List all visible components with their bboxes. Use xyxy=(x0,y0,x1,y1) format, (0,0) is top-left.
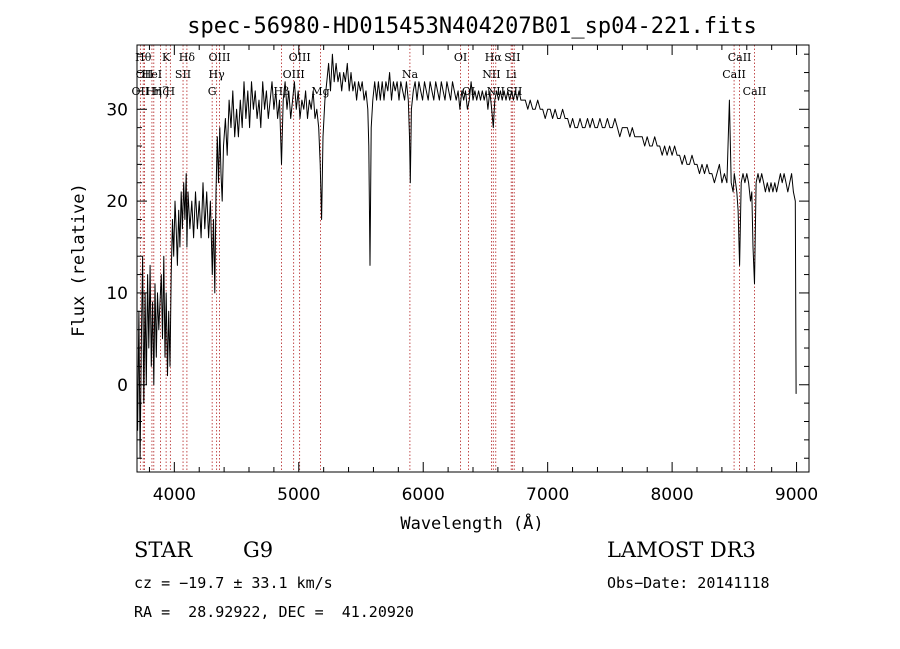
y-axis-ticks: 0 10 20 30 xyxy=(106,53,809,459)
x-axis-ticks: 4000 5000 6000 7000 8000 9000 xyxy=(148,45,818,505)
spectral-line-label-23: Li xyxy=(506,68,517,81)
y-axis-label: Flux (relative) xyxy=(69,183,89,337)
y-tick-label: 10 xyxy=(106,284,128,304)
spectral-line-label-9: Hδ xyxy=(179,51,196,64)
spectral-line-label-6: K xyxy=(162,51,171,64)
spectrum-series xyxy=(137,53,797,459)
spectral-line-label-14: OIII xyxy=(283,68,305,81)
spectral-line-label-11: Hγ xyxy=(209,68,226,81)
spectral-line-label-16: Mg xyxy=(311,85,329,98)
spectral-line-label-0: OII xyxy=(132,85,150,98)
series-line-spectrum xyxy=(137,53,797,459)
spectral-line-label-20: NII xyxy=(482,68,500,81)
y-tick-label: 0 xyxy=(117,376,128,396)
spectral-line-label-3: HeI xyxy=(142,68,162,81)
y-tick-label: 30 xyxy=(106,100,128,120)
redshift-readout: cz = −19.7 ± 33.1 km/s xyxy=(134,574,333,592)
spectral-line-label-4: Hη xyxy=(146,85,162,98)
plot-frame xyxy=(136,44,810,473)
y-tick-label: 20 xyxy=(106,192,128,212)
x-tick-label: 9000 xyxy=(775,485,818,505)
spectral-line-label-19: OI xyxy=(462,85,475,98)
spectral-line-markers xyxy=(139,45,755,472)
x-tick-label: 4000 xyxy=(153,485,196,505)
coordinates: RA = 28.92922, DEC = 41.20920 xyxy=(134,603,414,621)
obs-date: Obs−Date: 20141118 xyxy=(607,574,770,592)
spectral-line-label-15: OIII xyxy=(289,51,311,64)
spectral-line-label-24: SII xyxy=(504,51,520,64)
spectral-line-label-27: CaII xyxy=(728,51,752,64)
spectral-line-label-12: OIII xyxy=(208,51,230,64)
spectral-line-label-13: Hβ xyxy=(274,85,290,98)
object-class: STAR xyxy=(134,538,193,562)
spectral-line-label-5: Hζ xyxy=(153,85,169,98)
spectral-line-label-18: OI xyxy=(454,51,467,64)
spectral-line-label-21: Hα xyxy=(485,51,503,64)
spectral-line-label-17: Na xyxy=(402,68,419,81)
spectral-line-label-25: SII xyxy=(506,85,522,98)
chart-title: spec-56980-HD015453N404207B01_sp04-221.f… xyxy=(187,14,757,39)
spectral-line-label-7: H xyxy=(166,85,176,98)
spectral-line-labels: OIIHθOIIHeIHηHζKHSIIHδGHγOIIIHβOIIIOIIIM… xyxy=(132,51,767,98)
spectral-line-label-1: Hθ xyxy=(135,51,152,64)
spectral-line-label-8: SII xyxy=(175,68,191,81)
spectral-line-label-28: CaII xyxy=(743,85,767,98)
x-tick-label: 6000 xyxy=(402,485,445,505)
x-tick-label: 8000 xyxy=(650,485,693,505)
x-tick-label: 5000 xyxy=(277,485,320,505)
survey-name: LAMOST DR3 xyxy=(607,538,756,562)
spectral-line-label-26: CaII xyxy=(722,68,746,81)
spectral-line-label-2: OII xyxy=(136,68,154,81)
object-subclass: G9 xyxy=(243,538,274,562)
spectral-line-label-22: NII xyxy=(487,85,505,98)
spectral-line-label-10: G xyxy=(208,85,217,98)
x-axis-label: Wavelength (Å) xyxy=(400,512,543,534)
x-tick-label: 7000 xyxy=(526,485,569,505)
